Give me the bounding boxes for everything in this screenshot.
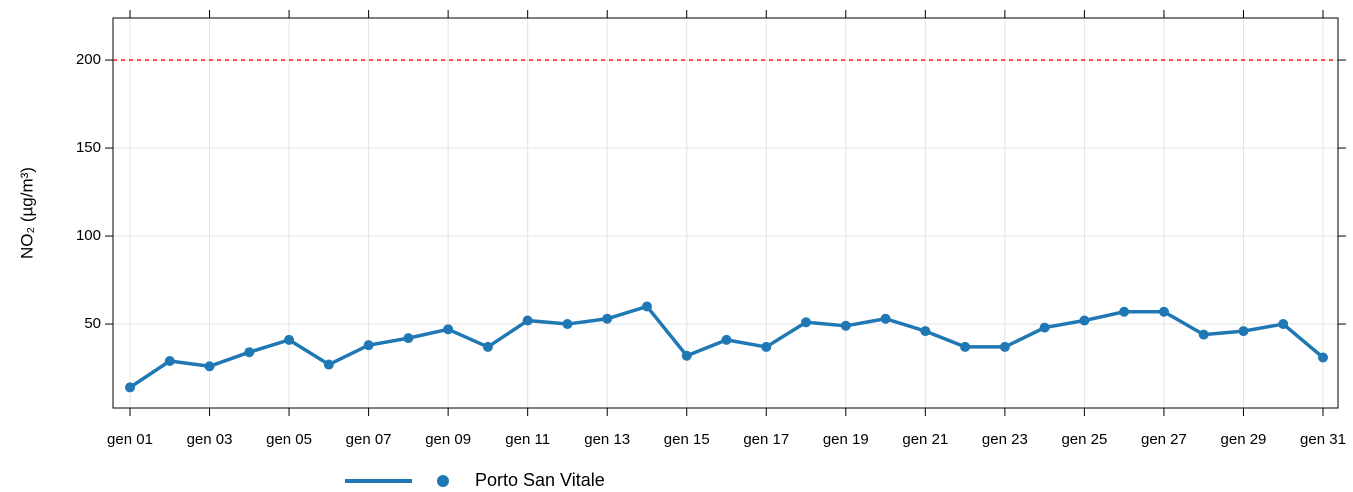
data-point (960, 341, 971, 352)
data-point (761, 341, 772, 352)
data-point (1079, 315, 1090, 326)
data-point (602, 313, 613, 324)
y-tick-label: 150 (76, 139, 101, 156)
x-tick-label: gen 21 (902, 431, 948, 448)
x-tick-label: gen 15 (664, 431, 710, 448)
data-point (244, 347, 255, 358)
data-point (920, 326, 931, 337)
data-point (880, 313, 891, 324)
x-tick-label: gen 19 (823, 431, 869, 448)
data-point (443, 324, 454, 335)
data-point (363, 340, 374, 351)
x-tick-label: gen 11 (505, 431, 550, 448)
x-tick-label: gen 03 (187, 431, 233, 448)
data-point (164, 356, 175, 367)
data-point (681, 350, 692, 361)
data-point (284, 334, 295, 345)
data-point (125, 382, 135, 393)
series-line (129, 304, 1325, 389)
data-point (562, 319, 573, 330)
data-point (1119, 306, 1130, 317)
x-tick-label: gen 07 (346, 431, 392, 448)
data-point (522, 315, 533, 326)
y-tick-label: 50 (84, 315, 101, 332)
data-point (840, 320, 851, 331)
legend-label: Porto San Vitale (475, 470, 605, 490)
data-point (403, 333, 414, 344)
y-tick-label: 200 (76, 51, 101, 68)
data-point (1198, 329, 1209, 340)
data-point (1238, 326, 1249, 337)
y-axis-label: NO₂ (µg/m³) (17, 167, 36, 259)
x-tick-label: gen 01 (107, 431, 153, 448)
data-point (482, 341, 493, 352)
data-point (721, 334, 732, 345)
x-tick-label: gen 27 (1141, 431, 1187, 448)
data-point (1278, 319, 1289, 330)
data-point (1158, 306, 1169, 317)
x-tick-label: gen 23 (982, 431, 1028, 448)
data-point (204, 361, 215, 372)
y-tick-label: 100 (76, 227, 101, 244)
data-point (641, 301, 652, 312)
legend-marker (437, 475, 449, 487)
x-tick-label: gen 05 (266, 431, 312, 448)
x-tick-label: gen 17 (743, 431, 789, 448)
data-point (801, 317, 812, 328)
x-tick-label: gen 13 (584, 431, 630, 448)
data-point (1039, 322, 1050, 333)
data-point (999, 341, 1010, 352)
x-tick-label: gen 31 (1300, 431, 1346, 448)
x-tick-label: gen 29 (1221, 431, 1267, 448)
x-tick-label: gen 09 (425, 431, 471, 448)
data-point (1318, 352, 1328, 363)
x-tick-label: gen 25 (1061, 431, 1107, 448)
plot-frame (112, 17, 1339, 409)
data-point (323, 359, 334, 370)
